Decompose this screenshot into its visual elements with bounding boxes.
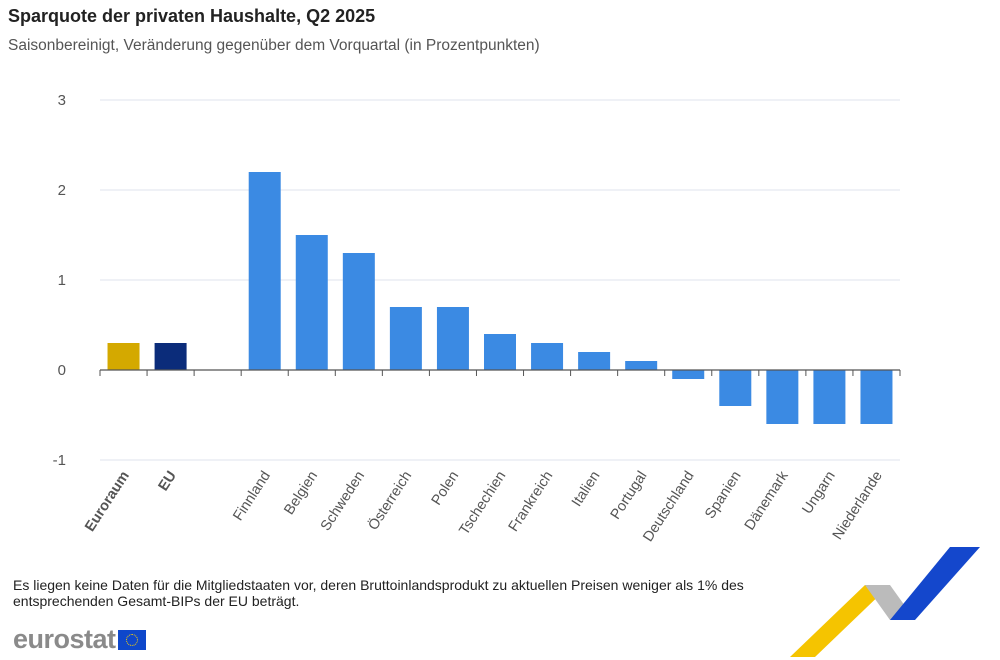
eurostat-logo: eurostat xyxy=(13,624,146,655)
x-tick-label: Dänemark xyxy=(742,468,792,533)
x-tick-label: Niederlande xyxy=(830,468,886,542)
x-tick-label: Schweden xyxy=(318,468,368,534)
eu-flag-icon xyxy=(117,629,146,650)
bar[interactable] xyxy=(860,370,893,424)
x-tick-label: Italien xyxy=(569,468,603,509)
bar[interactable] xyxy=(389,307,422,370)
decorative-arrow-graphic xyxy=(790,547,980,657)
bar[interactable] xyxy=(295,235,328,370)
bar[interactable] xyxy=(766,370,799,424)
x-tick-label: Portugal xyxy=(608,468,651,522)
x-tick-label: Deutschland xyxy=(640,468,697,544)
x-tick-label: Tschechien xyxy=(456,468,509,538)
y-tick-label: 1 xyxy=(58,272,66,289)
bar-chart: 3 2 1 0 -1 Euroraum EU Finnland BelgienSchwedenÖ… xyxy=(53,92,901,545)
chart-title: Sparquote der privaten Haushalte, Q2 202… xyxy=(8,6,376,26)
bar[interactable] xyxy=(436,307,469,370)
x-tick-label: EU xyxy=(156,468,180,494)
bar[interactable] xyxy=(672,370,705,379)
bar[interactable] xyxy=(342,253,375,370)
x-tick-label: Belgien xyxy=(281,468,321,517)
y-tick-label: -1 xyxy=(53,452,66,469)
x-tick-label: Ungarn xyxy=(799,468,838,517)
x-tick-label: Spanien xyxy=(702,468,744,521)
y-tick-label: 2 xyxy=(58,182,66,199)
y-tick-label: 3 xyxy=(58,92,66,109)
footnote: Es liegen keine Daten für die Mitgliedst… xyxy=(13,577,744,609)
x-tick-label: Österreich xyxy=(364,467,416,533)
logo-text: eurostat xyxy=(13,624,116,654)
bar[interactable] xyxy=(578,352,611,370)
bar[interactable] xyxy=(107,343,140,370)
y-tick-label: 0 xyxy=(58,362,66,379)
bar[interactable] xyxy=(719,370,752,406)
bar[interactable] xyxy=(531,343,564,370)
bar[interactable] xyxy=(248,172,281,370)
bar[interactable] xyxy=(625,361,658,370)
x-tick-label: Polen xyxy=(429,468,463,508)
x-tick-label: Finnland xyxy=(230,468,274,523)
x-tick-label: Euroraum xyxy=(82,468,133,534)
bar[interactable] xyxy=(154,343,187,370)
chart-subtitle: Saisonbereinigt, Veränderung gegenüber d… xyxy=(8,37,540,54)
x-tick-label: Frankreich xyxy=(506,468,557,534)
bar[interactable] xyxy=(484,334,516,370)
bar[interactable] xyxy=(813,370,846,424)
